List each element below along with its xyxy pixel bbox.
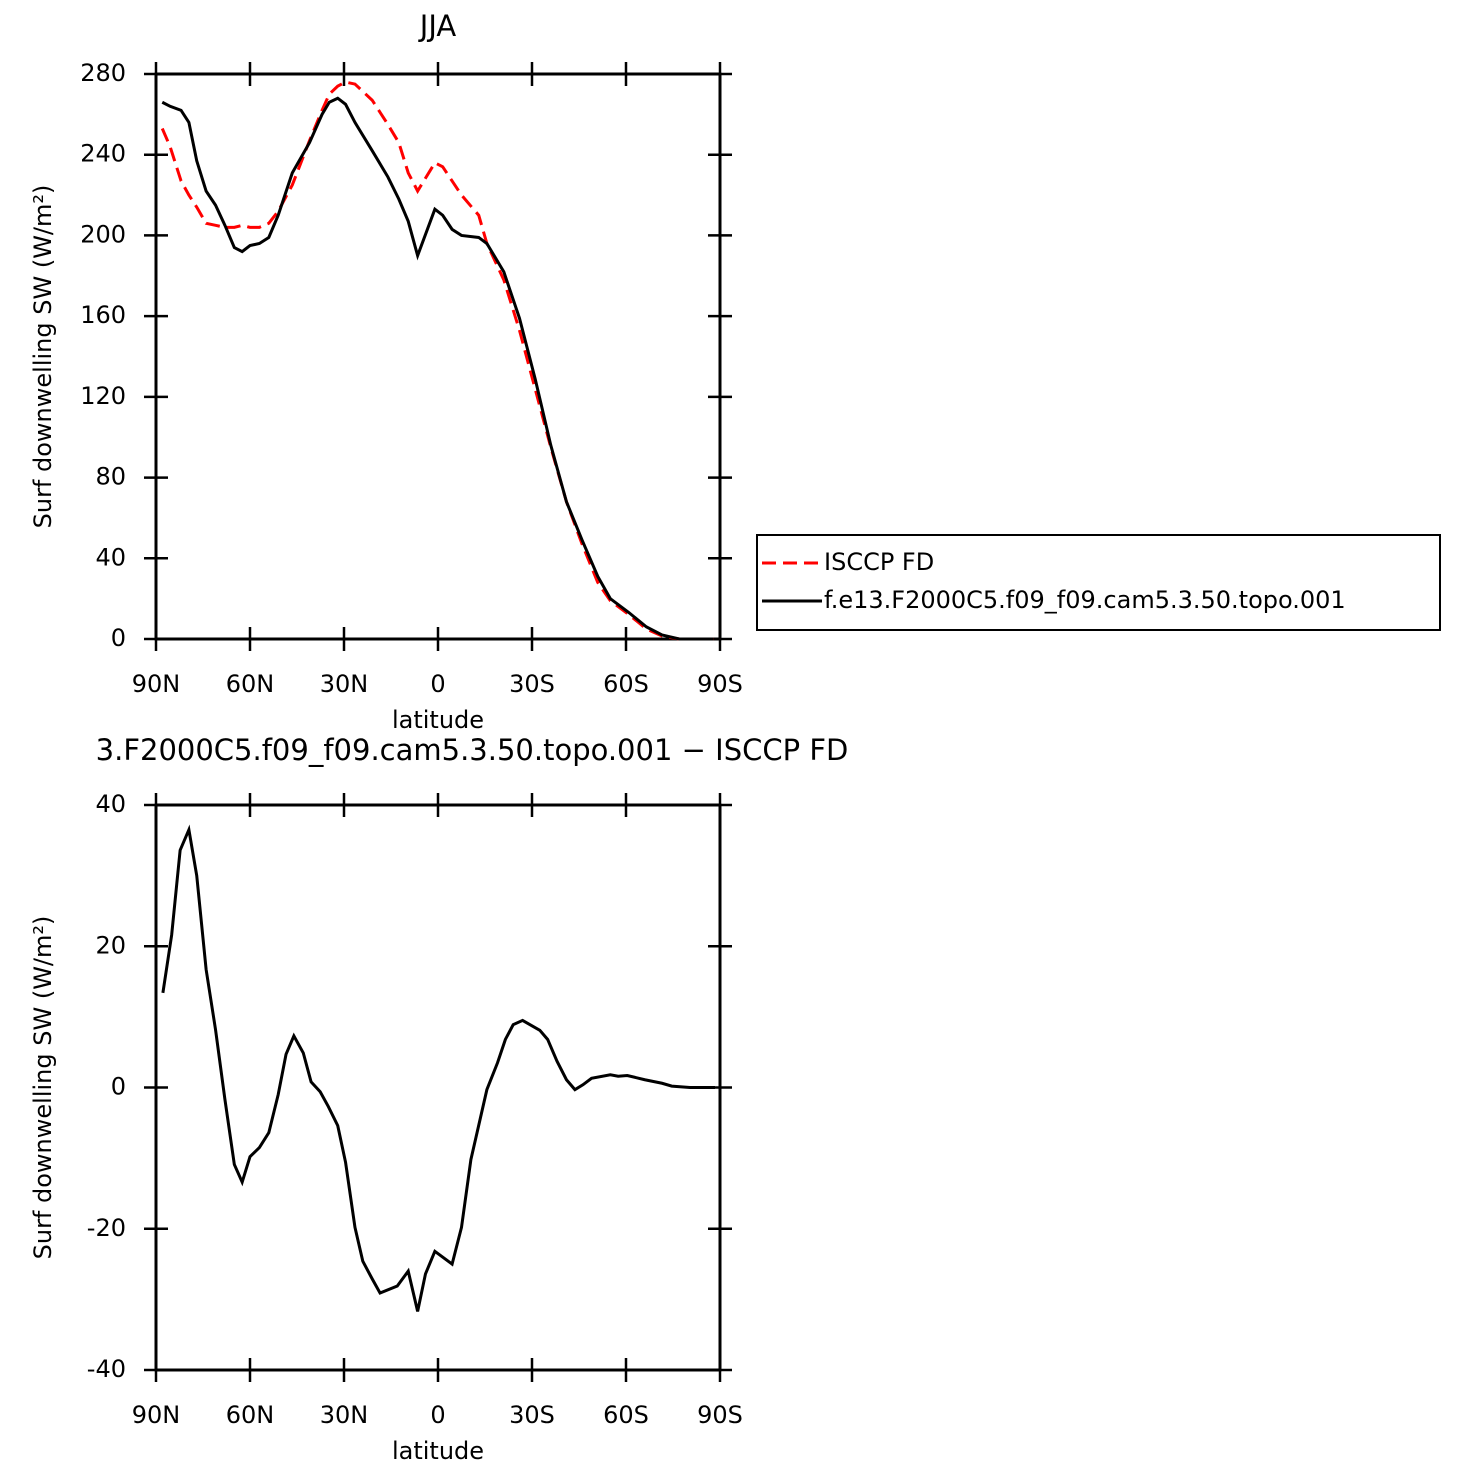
plot-frame	[154, 803, 722, 1372]
y-tick-label: 40	[95, 790, 126, 818]
x-tick-label: 90S	[697, 1401, 743, 1429]
x-tick-label: 60N	[226, 1401, 275, 1429]
y-tick-label: 280	[80, 59, 126, 87]
x-tick-label: 30N	[320, 1401, 369, 1429]
x-tick-label: 0	[430, 1401, 445, 1429]
x-tick-label: 60N	[226, 670, 275, 698]
y-tick-label: 120	[80, 382, 126, 410]
y-tick-label: 20	[95, 931, 126, 959]
y-tick-label: 200	[80, 220, 126, 248]
y-tick-label: 160	[80, 301, 126, 329]
x-tick-label: 90S	[697, 670, 743, 698]
x-axis-label: latitude	[392, 1437, 484, 1465]
data-line	[161, 96, 714, 641]
x-tick-label: 30S	[509, 1401, 555, 1429]
x-tick-label: 90N	[132, 1401, 181, 1429]
x-tick-label: 60S	[603, 1401, 649, 1429]
x-tick-label: 90N	[132, 670, 181, 698]
x-tick-label: 60S	[603, 670, 649, 698]
y-tick-label: 80	[95, 463, 126, 491]
y-tick-label: 0	[111, 624, 126, 652]
x-axis-label: latitude	[392, 706, 484, 734]
x-tick-label: 30N	[320, 670, 369, 698]
data-line	[160, 80, 714, 641]
y-tick-label: -40	[87, 1355, 126, 1383]
data-line	[161, 824, 715, 1312]
x-tick-label: 0	[430, 670, 445, 698]
legend-label: ISCCP FD	[824, 548, 934, 576]
x-tick-label: 30S	[509, 670, 555, 698]
y-tick-label: -20	[87, 1214, 126, 1242]
chart-title: 3.F2000C5.f09_f09.cam5.3.50.topo.001 − I…	[96, 733, 849, 767]
legend-box	[756, 534, 1441, 631]
y-axis-label: Surf downwelling SW (W/m²)	[29, 185, 57, 529]
chart-title: JJA	[418, 9, 457, 43]
y-tick-label: 0	[111, 1073, 126, 1101]
legend-label: f.e13.F2000C5.f09_f09.cam5.3.50.topo.001	[824, 586, 1346, 614]
plot-frame	[154, 72, 722, 641]
y-tick-label: 240	[80, 140, 126, 168]
y-tick-label: 40	[95, 543, 126, 571]
y-axis-label: Surf downwelling SW (W/m²)	[29, 916, 57, 1260]
